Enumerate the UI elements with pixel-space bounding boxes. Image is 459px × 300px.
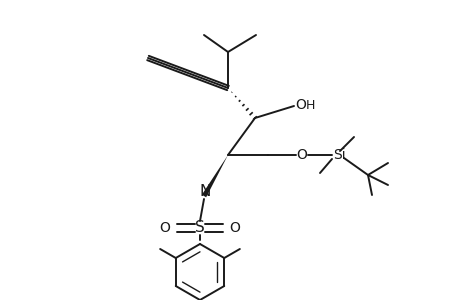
Text: O: O <box>159 221 170 235</box>
Text: S: S <box>195 220 204 236</box>
Text: N: N <box>199 184 210 200</box>
Text: Si: Si <box>332 148 345 162</box>
Text: O: O <box>296 148 307 162</box>
Polygon shape <box>202 155 228 197</box>
Text: H: H <box>305 98 314 112</box>
Text: O: O <box>229 221 240 235</box>
Text: O: O <box>295 98 306 112</box>
